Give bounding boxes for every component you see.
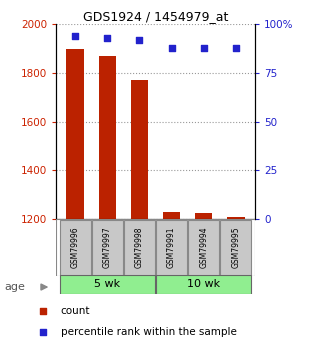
FancyBboxPatch shape (188, 220, 219, 275)
Text: GSM79996: GSM79996 (71, 227, 80, 268)
Point (40, 329, 45, 335)
Point (233, 45, 238, 50)
Text: 10 wk: 10 wk (187, 279, 220, 289)
Point (105, 35, 110, 41)
Bar (195, 213, 212, 219)
FancyBboxPatch shape (60, 275, 155, 294)
Bar (227, 217, 244, 219)
Title: GDS1924 / 1454979_at: GDS1924 / 1454979_at (83, 10, 228, 23)
FancyBboxPatch shape (156, 275, 251, 294)
Point (169, 45, 174, 50)
Text: percentile rank within the sample: percentile rank within the sample (61, 327, 237, 337)
FancyBboxPatch shape (156, 220, 187, 275)
Text: GSM79995: GSM79995 (231, 227, 240, 268)
Text: GSM79991: GSM79991 (167, 227, 176, 268)
FancyBboxPatch shape (220, 220, 251, 275)
Bar (99, 56, 116, 219)
Point (137, 37, 142, 42)
FancyBboxPatch shape (92, 220, 123, 275)
Point (73, 33, 78, 39)
Bar (131, 80, 148, 219)
FancyBboxPatch shape (56, 219, 255, 276)
Text: count: count (61, 306, 90, 316)
Text: GSM79997: GSM79997 (103, 227, 112, 268)
Text: GSM79994: GSM79994 (199, 227, 208, 268)
Text: GSM79998: GSM79998 (135, 227, 144, 268)
Text: age: age (5, 282, 26, 292)
Point (40, 308, 45, 314)
Bar (67, 49, 84, 219)
Bar (163, 212, 180, 219)
FancyBboxPatch shape (60, 220, 91, 275)
Text: 5 wk: 5 wk (94, 279, 120, 289)
FancyBboxPatch shape (124, 220, 155, 275)
Point (201, 45, 206, 50)
